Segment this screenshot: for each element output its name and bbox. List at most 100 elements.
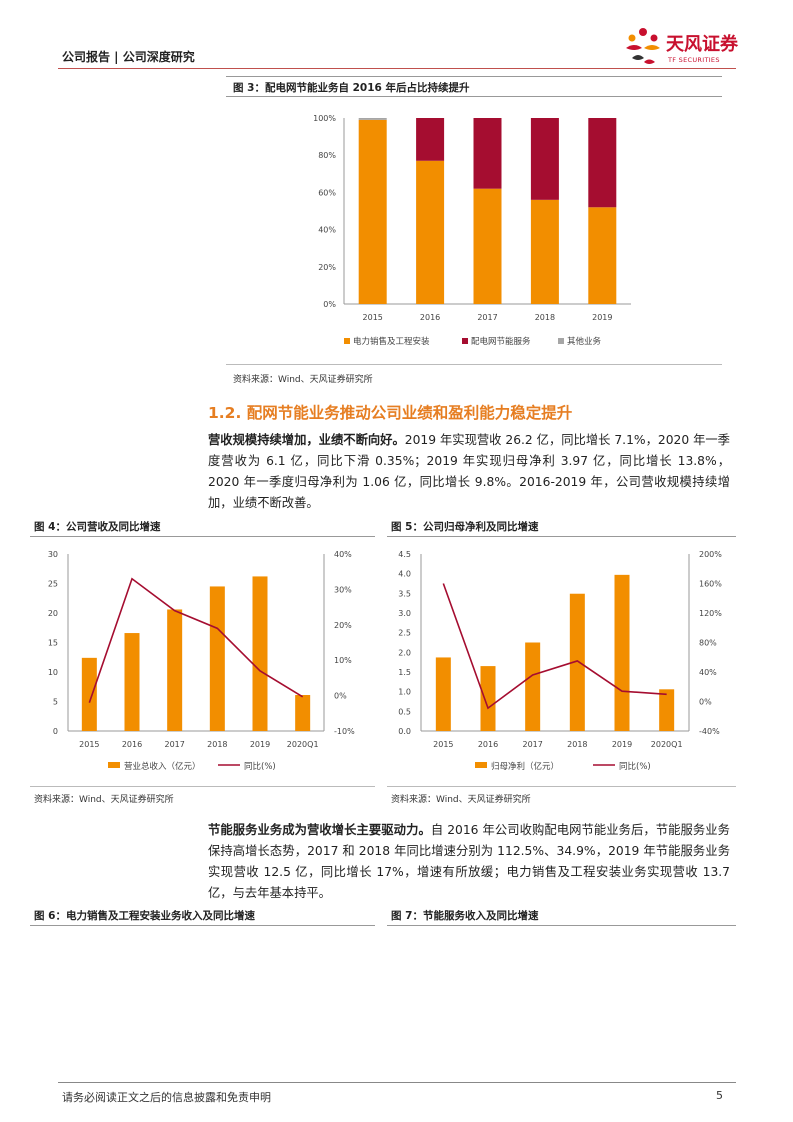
header-divider [58,68,736,69]
y-tick-label: 80% [318,151,336,160]
left-y-tick-label: 20 [48,609,58,618]
bar [81,657,97,731]
figure3-bottom-rule [226,364,722,365]
right-y-tick-label: 0% [699,698,712,707]
x-tick-label: 2016 [420,313,440,322]
legend-label-bar: 归母净利（亿元） [491,761,559,772]
left-y-tick-label: 4.0 [398,570,411,579]
report-type: 公司报告 | 公司深度研究 [62,50,195,64]
x-tick-label: 2017 [164,740,184,749]
left-y-tick-label: 1.5 [398,668,411,677]
figure4-title-rule [30,536,375,537]
company-logo: 天风证券 TF SECURITIES [622,26,742,70]
footer-divider [58,1082,736,1083]
right-y-tick-label: -10% [334,727,355,736]
x-tick-label: 2015 [79,740,99,749]
legend-swatch-bar [108,762,120,768]
bar-segment [416,160,445,304]
bar [435,657,451,731]
x-tick-label: 2015 [363,313,383,322]
bar [295,695,311,731]
left-y-tick-label: 10 [48,668,58,677]
left-y-tick-label: 30 [48,550,58,559]
figure3-title: 图 3：配电网节能业务自 2016 年后占比持续提升 [233,82,470,94]
paragraph-service: 节能服务业务成为营收增长主要驱动力。自 2016 年公司收购配电网节能业务后，节… [208,820,730,904]
left-y-tick-label: 3.5 [398,589,411,598]
bar-segment [530,199,559,304]
paragraph-service-body: 自 2016 年公司收购配电网节能业务后，节能服务业务保持高增长态势，2017 … [208,823,730,900]
x-tick-label: 2020Q1 [651,740,683,749]
right-y-tick-label: 20% [334,621,352,630]
logo-mark-icon [626,28,660,64]
x-tick-label: 2019 [592,313,612,322]
legend-swatch [558,338,564,344]
figure5-chart: 0.0 0.5 1.0 1.5 2.0 2.5 3.0 3.5 4.0 4.5 -40% 0% 40% 8… [398,550,722,772]
figure6-title-rule [30,925,375,926]
right-y-tick-label: 0% [334,692,347,701]
bar [659,689,675,731]
paragraph-revenue-lead: 营收规模持续增加，业绩不断向好。 [208,433,405,447]
bar-segment [588,118,617,208]
logo-subtext: TF SECURITIES [668,56,720,64]
left-y-tick-label: 5 [53,698,58,707]
bar-segment [588,207,617,304]
legend-label: 其他业务 [567,336,602,347]
right-y-tick-label: 40% [699,668,717,677]
legend-label: 电力销售及工程安装 [353,336,430,347]
left-y-tick-label: 0.0 [398,727,411,736]
bar [167,609,183,731]
left-y-tick-label: 2.0 [398,648,411,657]
y-tick-label: 100% [313,114,336,123]
legend-label-line: 同比(%) [619,761,651,772]
bar [614,574,630,731]
figure3-top-rule [226,76,722,77]
x-tick-label: 2018 [567,740,587,749]
bar [569,593,585,731]
figure5-bottom-rule [387,786,736,787]
y-tick-label: 20% [318,263,336,272]
right-y-tick-label: 30% [334,585,352,594]
bar [124,633,140,731]
figure3-title-rule [226,96,722,97]
left-y-tick-label: 0 [53,727,58,736]
figure7-title: 图 7：节能服务收入及同比增速 [391,910,539,922]
legend-label-line: 同比(%) [244,761,276,772]
figure4-title: 图 4：公司营收及同比增速 [34,521,161,533]
left-y-tick-label: 0.5 [398,707,411,716]
growth-line [88,577,304,703]
paragraph-revenue: 营收规模持续增加，业绩不断向好。2019 年实现营收 26.2 亿，同比增长 7… [208,430,730,514]
legend-swatch [344,338,350,344]
left-y-tick-label: 3.0 [398,609,411,618]
x-tick-label: 2015 [433,740,453,749]
x-tick-label: 2017 [522,740,542,749]
bar-segment [530,118,559,200]
figure3-source: 资料来源：Wind、天风证券研究所 [233,375,373,385]
right-y-tick-label: 200% [699,550,722,559]
figure6-title: 图 6：电力销售及工程安装业务收入及同比增速 [34,910,255,922]
right-y-tick-label: 80% [699,639,717,648]
x-tick-label: 2019 [250,740,270,749]
right-y-tick-label: 10% [334,656,352,665]
paragraph-service-lead: 节能服务业务成为营收增长主要驱动力。 [208,823,431,837]
bar-segment [358,118,387,120]
x-tick-label: 2019 [612,740,632,749]
x-tick-label: 2020Q1 [287,740,319,749]
growth-line [442,583,667,710]
paragraph-revenue-body: 2019 年实现营收 26.2 亿，同比增长 7.1%，2020 年一季度营收为… [208,433,730,510]
right-y-tick-label: -40% [699,727,720,736]
figure5-title-rule [387,536,736,537]
left-y-tick-label: 15 [48,639,58,648]
figure4-chart: 0 5 10 15 20 25 30 -10% 0% 10% 20% 30% 40% 2015 2016 20… [48,550,355,772]
y-tick-label: 0% [323,300,336,309]
x-tick-label: 2016 [478,740,498,749]
left-y-tick-label: 2.5 [398,629,411,638]
bar [252,576,268,731]
left-y-tick-label: 1.0 [398,688,411,697]
x-tick-label: 2018 [535,313,555,322]
y-tick-label: 60% [318,188,336,197]
right-y-tick-label: 40% [334,550,352,559]
x-tick-label: 2016 [122,740,142,749]
left-y-tick-label: 25 [48,580,58,589]
bar [480,666,496,731]
bar-segment [473,118,502,189]
